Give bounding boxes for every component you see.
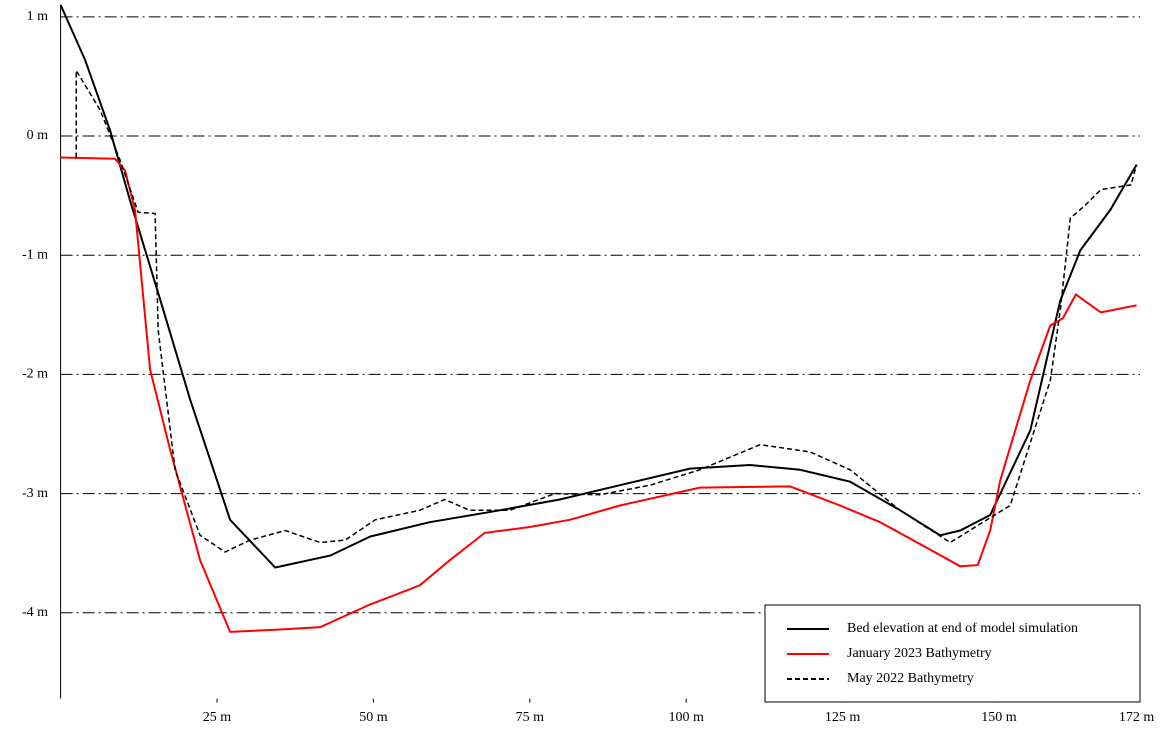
y-tick-label: 1 m bbox=[27, 9, 49, 24]
legend-label: May 2022 Bathymetry bbox=[847, 671, 974, 686]
y-tick-label: -1 m bbox=[22, 247, 48, 262]
y-tick-label: -2 m bbox=[22, 367, 48, 382]
x-tick-label: 50 m bbox=[359, 710, 388, 725]
y-tick-label: -4 m bbox=[22, 605, 48, 620]
legend-label: Bed elevation at end of model simulation bbox=[847, 621, 1078, 636]
legend: Bed elevation at end of model simulation… bbox=[764, 604, 1141, 703]
x-tick-label: 100 m bbox=[668, 710, 704, 725]
x-tick-label: 75 m bbox=[516, 710, 545, 725]
legend-label: January 2023 Bathymetry bbox=[847, 646, 992, 661]
x-tick-label: 150 m bbox=[981, 710, 1017, 725]
series-line bbox=[60, 156, 1137, 633]
series-line bbox=[59, 4, 1138, 569]
x-tick-label: 172 m bbox=[1119, 710, 1155, 725]
y-tick-label: -3 m bbox=[22, 486, 48, 501]
x-tick-label: 125 m bbox=[825, 710, 861, 725]
series-line bbox=[75, 67, 1138, 553]
y-tick-label: 0 m bbox=[27, 128, 49, 143]
x-tick-label: 25 m bbox=[203, 710, 232, 725]
